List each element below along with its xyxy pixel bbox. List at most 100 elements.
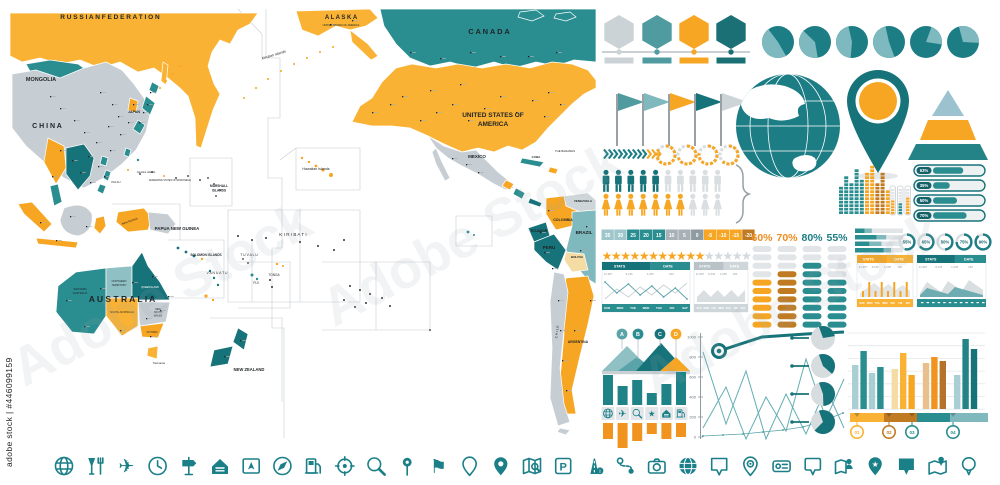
chevron-arrow — [631, 148, 638, 160]
city-dot — [110, 150, 112, 152]
island-dot — [473, 234, 475, 236]
city-dot — [440, 58, 442, 60]
scale-box-value: 20 — [643, 233, 649, 239]
island-dot — [176, 246, 180, 250]
step-notch — [909, 413, 915, 417]
stat-card-1-date-label: DATE — [663, 265, 673, 269]
mountain-base — [602, 371, 690, 375]
stat-card-2-day: TUE — [711, 307, 716, 310]
person-woman — [626, 193, 636, 216]
city-dot — [352, 20, 354, 22]
stat-card-1-footer — [602, 304, 690, 312]
drop-pin-icon — [961, 456, 976, 476]
infographic-panel: 63%35%50%70%35 30 25 20 15 10 5 0 -5 -10 -15 -20★★★… — [601, 15, 992, 448]
globe-continent — [740, 84, 805, 121]
maritime-boundary-line — [295, 147, 361, 191]
rating-star: ★ — [620, 249, 631, 263]
island-dot — [243, 97, 245, 99]
equalizer-segment — [885, 204, 890, 207]
map-label: A L A S K A — [325, 15, 358, 21]
bottle-segment — [898, 191, 902, 194]
map-region-sumatra — [17, 201, 53, 233]
map-region-taiwan — [123, 147, 132, 158]
city-dot — [150, 92, 152, 94]
scale-box-value: 30 — [618, 233, 624, 239]
timeline-dot-3 — [691, 49, 697, 55]
map-label: SOUTH — [154, 311, 163, 314]
city-dot — [562, 360, 564, 362]
rating-star: ★ — [741, 249, 752, 263]
city-dot — [90, 182, 92, 184]
timeline-bar-3 — [679, 57, 709, 64]
map-label: BOLIVIA — [571, 255, 584, 259]
equalizer-segment — [870, 186, 875, 190]
city-label-mark — [462, 84, 466, 85]
map-label: THE BAHAMAS — [555, 149, 575, 153]
teal-bar — [603, 375, 613, 405]
city-label-mark — [141, 122, 145, 123]
equalizer-segment — [870, 200, 875, 204]
city-label-mark — [112, 150, 116, 151]
flag-4 — [696, 93, 722, 111]
equalizer-segment — [870, 211, 875, 214]
scale-box-12 — [742, 229, 755, 240]
star-icon — [648, 408, 656, 419]
rating-star: ★ — [723, 249, 734, 263]
island-dot — [215, 195, 217, 197]
bottle-segment — [906, 203, 910, 206]
city-dot — [120, 134, 122, 136]
equalizer-segment — [870, 190, 875, 193]
pie-slice-5 — [926, 26, 942, 45]
map-region-alaska — [349, 29, 379, 61]
city-label-mark — [62, 108, 66, 109]
square-pin-solid-icon — [898, 458, 914, 475]
map-region-new-zealand — [232, 327, 249, 351]
island-dot — [213, 183, 215, 185]
city-dot — [556, 52, 558, 54]
city-label-mark — [130, 122, 134, 123]
city-label-mark — [145, 112, 149, 113]
city-dot — [410, 52, 412, 54]
city-dot — [118, 116, 120, 118]
city-label-mark — [470, 120, 474, 121]
city-dot — [544, 116, 546, 118]
equalizer-segment — [870, 176, 875, 179]
city-dot — [516, 112, 518, 114]
city-dot — [484, 108, 486, 110]
step-segment-1 — [850, 413, 884, 422]
equalizer-segment — [880, 172, 885, 176]
city-label-mark — [98, 142, 102, 143]
equalizer-segment — [859, 197, 864, 200]
city-dot — [560, 330, 562, 332]
teal-bar — [617, 386, 628, 405]
y-tick-label: 1000 — [687, 335, 697, 340]
stat-card-1-header-right — [650, 262, 690, 270]
segmented-bar-1 — [855, 228, 903, 233]
percent-pill — [777, 321, 797, 328]
percent-label: 55% — [826, 232, 848, 244]
city-dot — [143, 112, 145, 114]
step-notch — [950, 413, 956, 417]
segmented-bar-fill — [855, 241, 870, 246]
map-label: NEW ZEALAND — [234, 367, 265, 372]
city-label-mark — [76, 120, 80, 121]
rating-star: ★ — [704, 249, 715, 263]
city-label-mark — [582, 250, 586, 251]
progress-fill-2 — [933, 182, 950, 189]
scale-box-value: 0 — [696, 233, 699, 239]
city-dot — [72, 160, 74, 162]
stat-card-4-header — [917, 255, 955, 263]
pin-outline-icon — [462, 456, 478, 477]
city-label-mark — [374, 112, 378, 113]
percent-pill — [777, 254, 797, 261]
scale-box-1 — [601, 229, 614, 240]
stat-card-2-value: 8,246 — [708, 272, 715, 276]
map-region-sulawesi — [93, 215, 107, 235]
stat-card-2-day: THU — [726, 307, 731, 310]
city-label-mark — [135, 104, 139, 105]
percent-pill — [752, 254, 772, 261]
equalizer-segment — [849, 183, 854, 186]
stat-card-1-day: WED — [643, 306, 650, 310]
city-label-mark — [442, 58, 446, 59]
rating-star: ★ — [639, 249, 650, 263]
